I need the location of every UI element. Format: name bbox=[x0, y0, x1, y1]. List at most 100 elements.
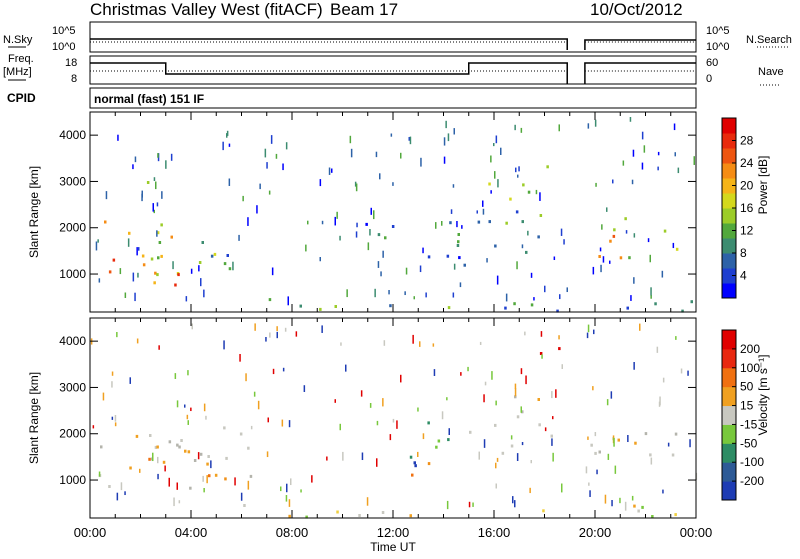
power-speckle bbox=[632, 149, 635, 157]
velocity-cell bbox=[214, 473, 218, 477]
velocity-speckle bbox=[340, 342, 342, 346]
velocity-cell bbox=[469, 430, 472, 434]
power-cell bbox=[488, 182, 491, 186]
velocity-speckle bbox=[610, 391, 613, 399]
colorbar-segment bbox=[722, 118, 736, 134]
colorbar-tick-label: 200 bbox=[740, 342, 760, 356]
velocity-speckle bbox=[587, 324, 590, 333]
freq-tick-8: 8 bbox=[71, 73, 77, 85]
power-speckle bbox=[232, 261, 234, 271]
velocity-speckle bbox=[495, 400, 497, 406]
velocity-speckle bbox=[619, 497, 621, 504]
power-speckle bbox=[355, 231, 358, 238]
power-speckle bbox=[533, 297, 535, 301]
power-cell bbox=[177, 273, 180, 277]
power-cell bbox=[477, 220, 481, 224]
power-speckle bbox=[641, 162, 644, 170]
velocity-speckle bbox=[295, 331, 298, 337]
x-tick-label: 20:00 bbox=[579, 525, 612, 540]
nave-label: Nave bbox=[758, 66, 784, 78]
power-cell bbox=[556, 309, 559, 313]
velocity-cell bbox=[193, 459, 197, 462]
power-speckle bbox=[693, 156, 695, 165]
power-cell bbox=[494, 244, 497, 248]
velocity-cell bbox=[651, 515, 654, 518]
power-cell bbox=[505, 221, 508, 225]
power-speckle bbox=[674, 152, 676, 157]
colorbar-tick-label: 50 bbox=[740, 380, 754, 394]
velocity-cell bbox=[184, 449, 187, 453]
velocity-cell bbox=[156, 445, 159, 449]
velocity-speckle bbox=[303, 385, 306, 392]
power-speckle bbox=[494, 171, 496, 179]
power-speckle bbox=[270, 135, 273, 144]
power-speckle bbox=[287, 296, 289, 306]
velocity-cell bbox=[501, 451, 505, 455]
power-cell bbox=[157, 256, 160, 260]
power-speckle bbox=[356, 222, 358, 228]
velocity-speckle bbox=[190, 407, 192, 412]
velocity-speckle bbox=[392, 418, 395, 423]
velocity-speckle bbox=[419, 341, 421, 347]
power-cell bbox=[201, 241, 204, 244]
colorbar-frame bbox=[721, 329, 737, 501]
velocity-cell bbox=[208, 474, 211, 478]
velocity-speckle bbox=[245, 373, 247, 382]
power-cell bbox=[128, 231, 131, 235]
power-colorbar: 4 8 12 16 20 24 28 bbox=[721, 117, 754, 299]
power-speckle bbox=[600, 264, 602, 273]
velocity-speckle bbox=[157, 456, 159, 464]
power-speckle bbox=[633, 233, 636, 238]
velocity-colorbar-label: Velocity [m s⁻¹] bbox=[756, 354, 770, 435]
power-cell bbox=[446, 254, 450, 258]
velocity-speckle bbox=[412, 334, 414, 344]
power-speckle bbox=[553, 256, 556, 261]
colorbar-segment bbox=[722, 178, 736, 194]
velocity-cell bbox=[149, 434, 152, 437]
power-speckle bbox=[119, 268, 122, 275]
power-speckle bbox=[228, 178, 231, 186]
velocity-speckle bbox=[266, 451, 269, 458]
velocity-speckle bbox=[366, 497, 369, 506]
velocity-speckle bbox=[276, 326, 278, 332]
velocity-speckle bbox=[203, 403, 206, 412]
power-cell bbox=[457, 240, 460, 244]
power-speckle bbox=[105, 191, 108, 200]
power-speckle bbox=[657, 151, 660, 156]
velocity-speckle bbox=[631, 495, 634, 501]
power-cell bbox=[598, 255, 601, 258]
power-speckle bbox=[156, 230, 158, 237]
velocity-cell bbox=[199, 452, 203, 456]
freq-panel-frame bbox=[89, 55, 697, 85]
velocity-cell bbox=[447, 438, 450, 442]
velocity-speckle bbox=[267, 417, 269, 423]
velocity-cell bbox=[542, 509, 545, 513]
colorbar-segment bbox=[722, 253, 736, 269]
power-speckle bbox=[461, 225, 463, 229]
power-cell bbox=[160, 254, 163, 258]
power-speckle bbox=[443, 137, 446, 146]
power-speckle bbox=[490, 155, 492, 163]
power-cell bbox=[628, 256, 631, 260]
colorbar-segment bbox=[722, 193, 736, 209]
power-speckle bbox=[165, 160, 167, 169]
velocity-speckle bbox=[589, 490, 591, 497]
velocity-cell bbox=[129, 466, 132, 470]
power-speckle bbox=[422, 247, 424, 254]
power-speckle bbox=[516, 261, 518, 270]
velocity-speckle bbox=[558, 335, 560, 340]
velocity-speckle bbox=[254, 323, 256, 331]
velocity-speckle bbox=[240, 492, 243, 501]
velocity-speckle bbox=[514, 500, 516, 508]
power-speckle bbox=[226, 133, 228, 138]
noise-tick-high-right: 10^5 bbox=[706, 25, 730, 37]
velocity-cell bbox=[494, 423, 497, 427]
velocity-speckle bbox=[187, 370, 189, 376]
power-speckle bbox=[328, 167, 331, 175]
power-cell bbox=[319, 307, 322, 311]
power-cell bbox=[504, 306, 507, 310]
colorbar-tick-label: -15 bbox=[740, 417, 758, 431]
power-cell bbox=[546, 165, 549, 169]
power-speckle bbox=[493, 143, 495, 147]
power-cell bbox=[228, 267, 232, 271]
